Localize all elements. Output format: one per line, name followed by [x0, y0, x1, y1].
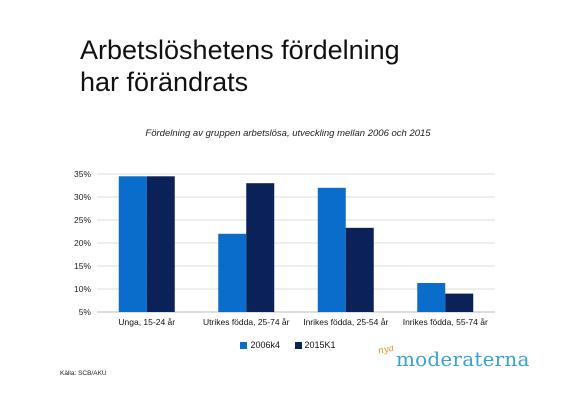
source-note: Källa: SCB/AKU — [60, 370, 107, 377]
bar-2-2 — [246, 183, 275, 312]
legend-swatch-series-1 — [240, 342, 248, 350]
y-tick-label: 15% — [74, 261, 91, 271]
moderaterna-logo: nya moderaterna — [377, 343, 530, 381]
chart-title: Fördelning av gruppen arbetslösa, utveck… — [145, 128, 431, 139]
x-tick-label: Utrikes födda, 25-74 år — [203, 317, 290, 327]
x-tick-label: Inrikes födda, 25-54 år — [303, 317, 388, 327]
y-tick-label: 35% — [74, 169, 91, 179]
bar-1-3 — [317, 187, 346, 312]
bar-1-2 — [218, 233, 247, 312]
legend-label-series-1: 2006k4 — [250, 340, 280, 350]
y-tick-label: 30% — [74, 192, 91, 202]
chart-legend: 2006k4 2015K1 — [0, 340, 576, 350]
x-tick-label: Inrikes födda, 55-74 år — [403, 317, 488, 327]
y-tick-label: 10% — [74, 284, 91, 294]
bar-2-1 — [146, 176, 175, 312]
bar-2-3 — [345, 227, 374, 312]
y-tick-label: 5% — [79, 307, 92, 317]
legend-swatch-series-2 — [294, 342, 302, 350]
bar-1-4 — [417, 283, 446, 312]
y-tick-label: 20% — [74, 238, 91, 248]
logo-wordmark: moderaterna — [396, 347, 530, 371]
legend-item-series-1: 2006k4 — [240, 340, 280, 350]
legend-item-series-2: 2015K1 — [294, 340, 336, 350]
slide-title-line-2: har förändrats — [80, 67, 249, 97]
logo-prefix: nya — [377, 343, 396, 357]
legend-label-series-2: 2015K1 — [304, 340, 336, 350]
bar-1-1 — [118, 176, 147, 312]
bar-2-4 — [445, 293, 474, 312]
slide-title: Arbetslöshetens fördelning har förändrat… — [80, 34, 400, 98]
x-tick-label: Unga, 15-24 år — [118, 317, 175, 327]
slide-title-line-1: Arbetslöshetens fördelning — [80, 35, 400, 65]
y-tick-label: 25% — [74, 215, 91, 225]
